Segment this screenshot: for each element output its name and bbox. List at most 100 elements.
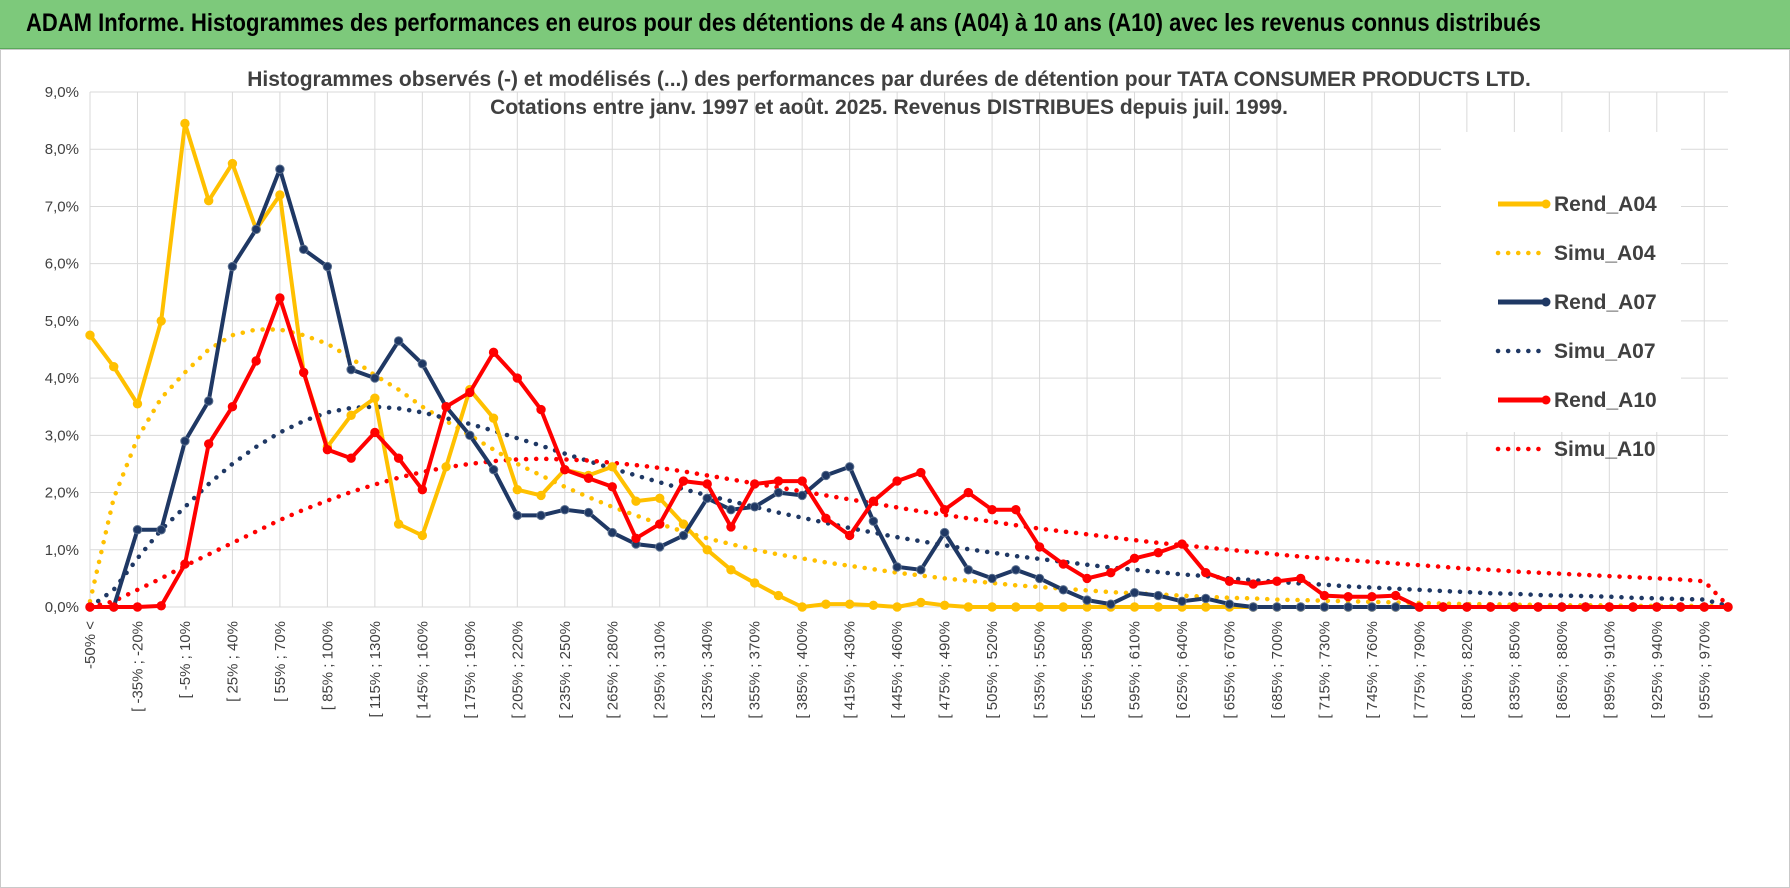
data-point [346,410,356,421]
x-tick-label: [ 835% ; 850% [1506,621,1523,719]
data-point [1604,602,1615,612]
data-point [1272,602,1282,612]
data-point [892,476,902,486]
data-point [702,479,712,489]
data-point [1295,573,1306,584]
legend-label: Rend_A07 [1554,291,1657,314]
x-tick-label: [ 625% ; 640% [1174,621,1191,719]
chart-frame: Histogrammes observés (-) et modélisés (… [0,49,1790,888]
x-tick-label: [ 445% ; 460% [889,621,906,719]
x-tick-label: [ -35% ; -20% [129,621,146,712]
x-tick-label: [ 595% ; 610% [1127,621,1144,719]
series-line [87,404,1731,610]
data-point [1177,539,1187,549]
data-point [156,601,166,611]
data-point [892,602,902,612]
data-point [180,118,190,129]
legend: Rend_A04 Simu_A04 Rend_A07 Simu_A07 Rend_A10… [1441,132,1681,461]
y-tick-label: 1,0% [45,542,79,559]
data-point [1367,602,1377,612]
data-point [916,467,926,478]
data-point [678,476,689,486]
data-point [868,600,879,610]
data-point [1390,602,1401,612]
series-rend_a10 [85,293,1733,612]
data-point [512,373,523,383]
x-tick-label: [ 415% ; 430% [842,621,859,719]
legend-item: Simu_A04 [1495,242,1656,265]
x-tick-label: [ 175% ; 190% [462,621,479,719]
data-point [1034,602,1045,612]
data-point [370,373,380,383]
legend-label: Simu_A10 [1554,438,1656,461]
y-tick-label: 3,0% [45,427,79,444]
data-point [536,510,546,521]
data-point [298,367,309,378]
data-point [678,530,689,541]
y-tick-label: 9,0% [45,84,79,101]
data-point [1224,576,1235,586]
data-point [512,510,523,521]
data-point [488,413,499,423]
legend-label: Rend_A10 [1554,389,1657,412]
data-point [1343,592,1353,602]
data-point [536,404,546,415]
data-point [892,562,902,572]
x-tick-label: [ 85% ; 100% [319,621,336,710]
data-point [275,190,285,200]
legend-label: Rend_A04 [1554,193,1657,216]
chart-subtitle: Cotations entre janv. 1997 et août. 2025… [490,96,1288,119]
data-point [109,361,119,372]
legend-box [1441,132,1681,432]
data-point [1533,602,1543,612]
data-point [1367,592,1377,602]
data-point [393,453,404,463]
data-point [275,164,285,174]
data-point [749,502,760,512]
y-tick-label: 5,0% [45,313,79,330]
data-point [583,507,594,518]
legend-marker [1541,199,1551,209]
data-point [1129,553,1140,564]
data-point [1177,596,1187,606]
data-point [441,462,451,472]
data-point [1153,590,1163,601]
data-point [251,224,261,235]
data-point [132,525,143,535]
data-point [844,599,855,609]
x-tick-label: [ 505% ; 520% [984,621,1001,719]
x-tick-label: [ 235% ; 250% [557,621,574,719]
data-point [1058,559,1069,569]
y-tick-label: 2,0% [45,485,79,502]
data-point [655,493,665,503]
data-point [868,516,879,526]
series-simu_a07 [87,404,1731,610]
data-point [655,519,665,529]
data-point [180,559,190,569]
data-point [1248,579,1258,589]
data-point [821,513,831,524]
series-simu_a04 [87,327,1731,609]
data-point [1248,602,1258,612]
data-point [916,597,926,608]
data-point [1699,602,1709,612]
data-point [346,453,356,463]
data-point [821,470,831,481]
y-tick-label: 0,0% [45,599,79,616]
title-banner: ADAM Informe. Histogrammes des performan… [0,0,1790,49]
x-tick-label: [ 565% ; 580% [1079,621,1096,719]
data-point [227,261,238,272]
data-point [180,436,190,446]
data-point [298,244,309,255]
data-point [749,479,760,489]
data-point [1557,602,1567,612]
legend-item: Rend_A04 [1498,193,1657,216]
data-point [773,590,784,601]
data-point [844,530,855,541]
data-point [1129,602,1140,612]
data-point [607,482,617,492]
x-tick-label: [ -5% ; 10% [177,621,194,699]
x-tick-label: [ 115% ; 130% [367,621,384,717]
data-point [1011,505,1021,515]
data-point [203,196,214,206]
